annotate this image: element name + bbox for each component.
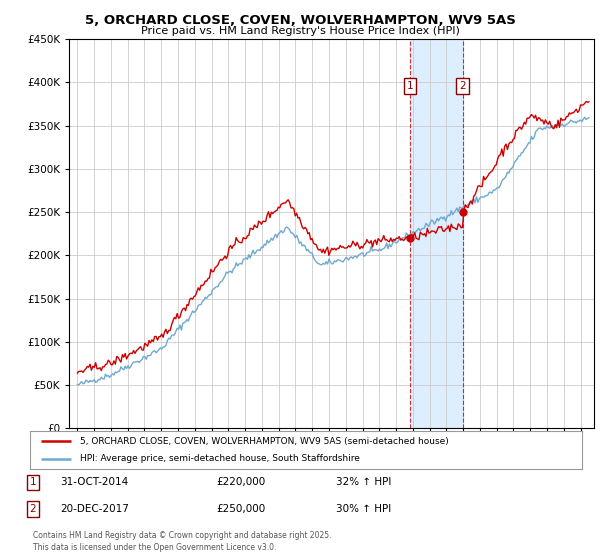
Text: 5, ORCHARD CLOSE, COVEN, WOLVERHAMPTON, WV9 5AS: 5, ORCHARD CLOSE, COVEN, WOLVERHAMPTON, … bbox=[85, 14, 515, 27]
Text: Contains HM Land Registry data © Crown copyright and database right 2025.
This d: Contains HM Land Registry data © Crown c… bbox=[33, 531, 331, 552]
Text: 1: 1 bbox=[407, 81, 413, 91]
Text: 5, ORCHARD CLOSE, COVEN, WOLVERHAMPTON, WV9 5AS (semi-detached house): 5, ORCHARD CLOSE, COVEN, WOLVERHAMPTON, … bbox=[80, 437, 448, 446]
Text: Price paid vs. HM Land Registry's House Price Index (HPI): Price paid vs. HM Land Registry's House … bbox=[140, 26, 460, 36]
Text: £250,000: £250,000 bbox=[216, 504, 265, 514]
Text: 2: 2 bbox=[460, 81, 466, 91]
Text: 31-OCT-2014: 31-OCT-2014 bbox=[60, 477, 128, 487]
Text: 2: 2 bbox=[29, 504, 37, 514]
Text: 20-DEC-2017: 20-DEC-2017 bbox=[60, 504, 129, 514]
Text: 1: 1 bbox=[29, 477, 37, 487]
Text: 32% ↑ HPI: 32% ↑ HPI bbox=[336, 477, 391, 487]
Text: 30% ↑ HPI: 30% ↑ HPI bbox=[336, 504, 391, 514]
Bar bbox=[410, 39, 463, 428]
Text: HPI: Average price, semi-detached house, South Staffordshire: HPI: Average price, semi-detached house,… bbox=[80, 455, 359, 464]
Text: £220,000: £220,000 bbox=[216, 477, 265, 487]
